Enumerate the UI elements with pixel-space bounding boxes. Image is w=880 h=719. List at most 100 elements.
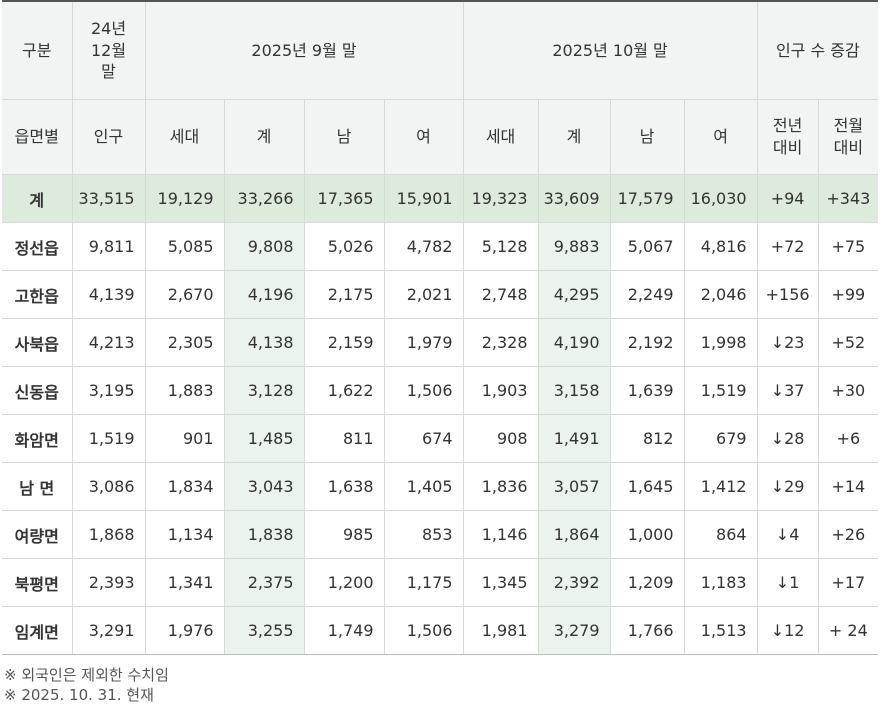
sep-households-cell: 1,134: [144, 510, 225, 559]
base-population-cell: 1,519: [71, 414, 146, 463]
sep-households-cell: 1,834: [144, 462, 225, 511]
header-population: 인구: [71, 99, 146, 175]
change-prev-month-cell: +99: [817, 270, 879, 319]
oct-female-cell: 679: [683, 414, 758, 463]
header-sep-total: 계: [223, 99, 305, 175]
base-population-cell: 4,139: [71, 270, 146, 319]
sep-total-cell: 1,485: [223, 414, 305, 463]
sep-total-cell: 1,838: [223, 510, 305, 559]
change-prev-year-cell: ↓23: [756, 318, 819, 367]
base-population-cell: 1,868: [71, 510, 146, 559]
sep-female-cell: 4,782: [383, 222, 464, 271]
sep-households-cell: 1,883: [144, 366, 225, 415]
table-row: 북평면 2,393 1,341 2,375 1,200 1,175 1,345 2,392 1,…: [2, 558, 879, 607]
base-population-cell: 4,213: [71, 318, 146, 367]
oct-male-cell: 5,067: [609, 222, 685, 271]
oct-total-cell: 3,279: [537, 606, 611, 655]
header-vs-prev-month-line2: 대비: [833, 138, 864, 157]
oct-total-cell: 3,057: [537, 462, 611, 511]
sep-female-cell: 1,405: [383, 462, 464, 511]
oct-female-cell: 1,519: [683, 366, 758, 415]
change-prev-month-cell: +30: [817, 366, 879, 415]
region-name-cell: 북평면: [2, 558, 73, 607]
change-prev-year-cell: ↓12: [756, 606, 819, 655]
header-vs-prev-month-line1: 전월: [833, 116, 864, 136]
oct-households-cell: 1,981: [462, 606, 539, 655]
region-name-cell: 여량면: [2, 510, 73, 559]
change-prev-year-cell: ↓4: [756, 510, 819, 559]
sep-male-cell: 17,365: [303, 174, 385, 223]
sep-female-cell: 1,979: [383, 318, 464, 367]
change-prev-month-cell: +343: [817, 174, 879, 223]
oct-total-cell: 33,609: [537, 174, 611, 223]
oct-households-cell: 2,328: [462, 318, 539, 367]
sep-female-cell: 1,175: [383, 558, 464, 607]
header-base-line2: 12월: [90, 40, 127, 60]
region-name-cell: 남 면: [2, 462, 73, 511]
oct-total-cell: 3,158: [537, 366, 611, 415]
header-sep-male: 남: [303, 99, 385, 175]
oct-total-cell: 1,491: [537, 414, 611, 463]
sep-male-cell: 5,026: [303, 222, 385, 271]
region-name-cell: 정선읍: [2, 222, 73, 271]
header-period-oct: 2025년 10월 말: [462, 0, 758, 100]
base-population-cell: 33,515: [71, 174, 146, 223]
oct-male-cell: 2,249: [609, 270, 685, 319]
change-prev-month-cell: +14: [817, 462, 879, 511]
population-table-container: 구분 24년 12월 말 2025년 9월 말 2025년 10월 말 인구 수…: [2, 0, 879, 705]
table-body: 계 33,515 19,129 33,266 17,365 15,901 19,323 33,…: [2, 174, 879, 655]
oct-male-cell: 1,209: [609, 558, 685, 607]
header-change-group: 인구 수 증감: [756, 0, 879, 100]
population-table: 구분 24년 12월 말 2025년 9월 말 2025년 10월 말 인구 수…: [2, 0, 879, 655]
header-vs-prev-year: 전년 대비: [756, 99, 819, 175]
change-prev-month-cell: + 24: [817, 606, 879, 655]
sep-male-cell: 811: [303, 414, 385, 463]
sep-male-cell: 985: [303, 510, 385, 559]
oct-total-cell: 9,883: [537, 222, 611, 271]
oct-male-cell: 812: [609, 414, 685, 463]
sep-households-cell: 5,085: [144, 222, 225, 271]
oct-total-cell: 4,295: [537, 270, 611, 319]
oct-total-cell: 4,190: [537, 318, 611, 367]
oct-female-cell: 16,030: [683, 174, 758, 223]
base-population-cell: 2,393: [71, 558, 146, 607]
oct-female-cell: 4,816: [683, 222, 758, 271]
region-name-cell: 계: [2, 174, 73, 223]
change-prev-year-cell: +72: [756, 222, 819, 271]
header-vs-prev-month: 전월 대비: [817, 99, 879, 175]
footnotes: ※ 외국인은 제외한 수치임 ※ 2025. 10. 31. 현재: [2, 665, 878, 705]
change-prev-month-cell: +17: [817, 558, 879, 607]
table-row: 고한읍 4,139 2,670 4,196 2,175 2,021 2,748 4,295 2,…: [2, 270, 879, 319]
sep-total-cell: 9,808: [223, 222, 305, 271]
oct-households-cell: 5,128: [462, 222, 539, 271]
change-prev-month-cell: +26: [817, 510, 879, 559]
sep-female-cell: 674: [383, 414, 464, 463]
header-vs-prev-year-line2: 대비: [772, 138, 803, 157]
sep-male-cell: 1,749: [303, 606, 385, 655]
header-sep-female: 여: [383, 99, 464, 175]
sep-male-cell: 2,175: [303, 270, 385, 319]
header-row-top: 구분 24년 12월 말 2025년 9월 말 2025년 10월 말 인구 수…: [2, 0, 879, 100]
change-prev-year-cell: +156: [756, 270, 819, 319]
total-row: 계 33,515 19,129 33,266 17,365 15,901 19,323 33,…: [2, 174, 879, 223]
oct-female-cell: 1,513: [683, 606, 758, 655]
base-population-cell: 3,291: [71, 606, 146, 655]
table-row: 화암면 1,519 901 1,485 811 674 908 1,491 812 679 ↓28 +…: [2, 414, 879, 463]
header-vs-prev-year-line1: 전년: [772, 116, 803, 136]
change-prev-year-cell: ↓28: [756, 414, 819, 463]
oct-male-cell: 17,579: [609, 174, 685, 223]
table-row: 남 면 3,086 1,834 3,043 1,638 1,405 1,836 3,057 1,…: [2, 462, 879, 511]
oct-female-cell: 1,998: [683, 318, 758, 367]
table-row: 사북읍 4,213 2,305 4,138 2,159 1,979 2,328 4,190 2,…: [2, 318, 879, 367]
sep-male-cell: 2,159: [303, 318, 385, 367]
table-row: 신동읍 3,195 1,883 3,128 1,622 1,506 1,903 3,158 1,…: [2, 366, 879, 415]
base-population-cell: 3,086: [71, 462, 146, 511]
sep-total-cell: 3,255: [223, 606, 305, 655]
sep-total-cell: 4,138: [223, 318, 305, 367]
header-base-line1: 24년: [90, 19, 127, 39]
sep-households-cell: 1,976: [144, 606, 225, 655]
oct-female-cell: 1,412: [683, 462, 758, 511]
oct-total-cell: 1,864: [537, 510, 611, 559]
oct-households-cell: 1,836: [462, 462, 539, 511]
footnote-foreigners: ※ 외국인은 제외한 수치임: [4, 666, 169, 684]
